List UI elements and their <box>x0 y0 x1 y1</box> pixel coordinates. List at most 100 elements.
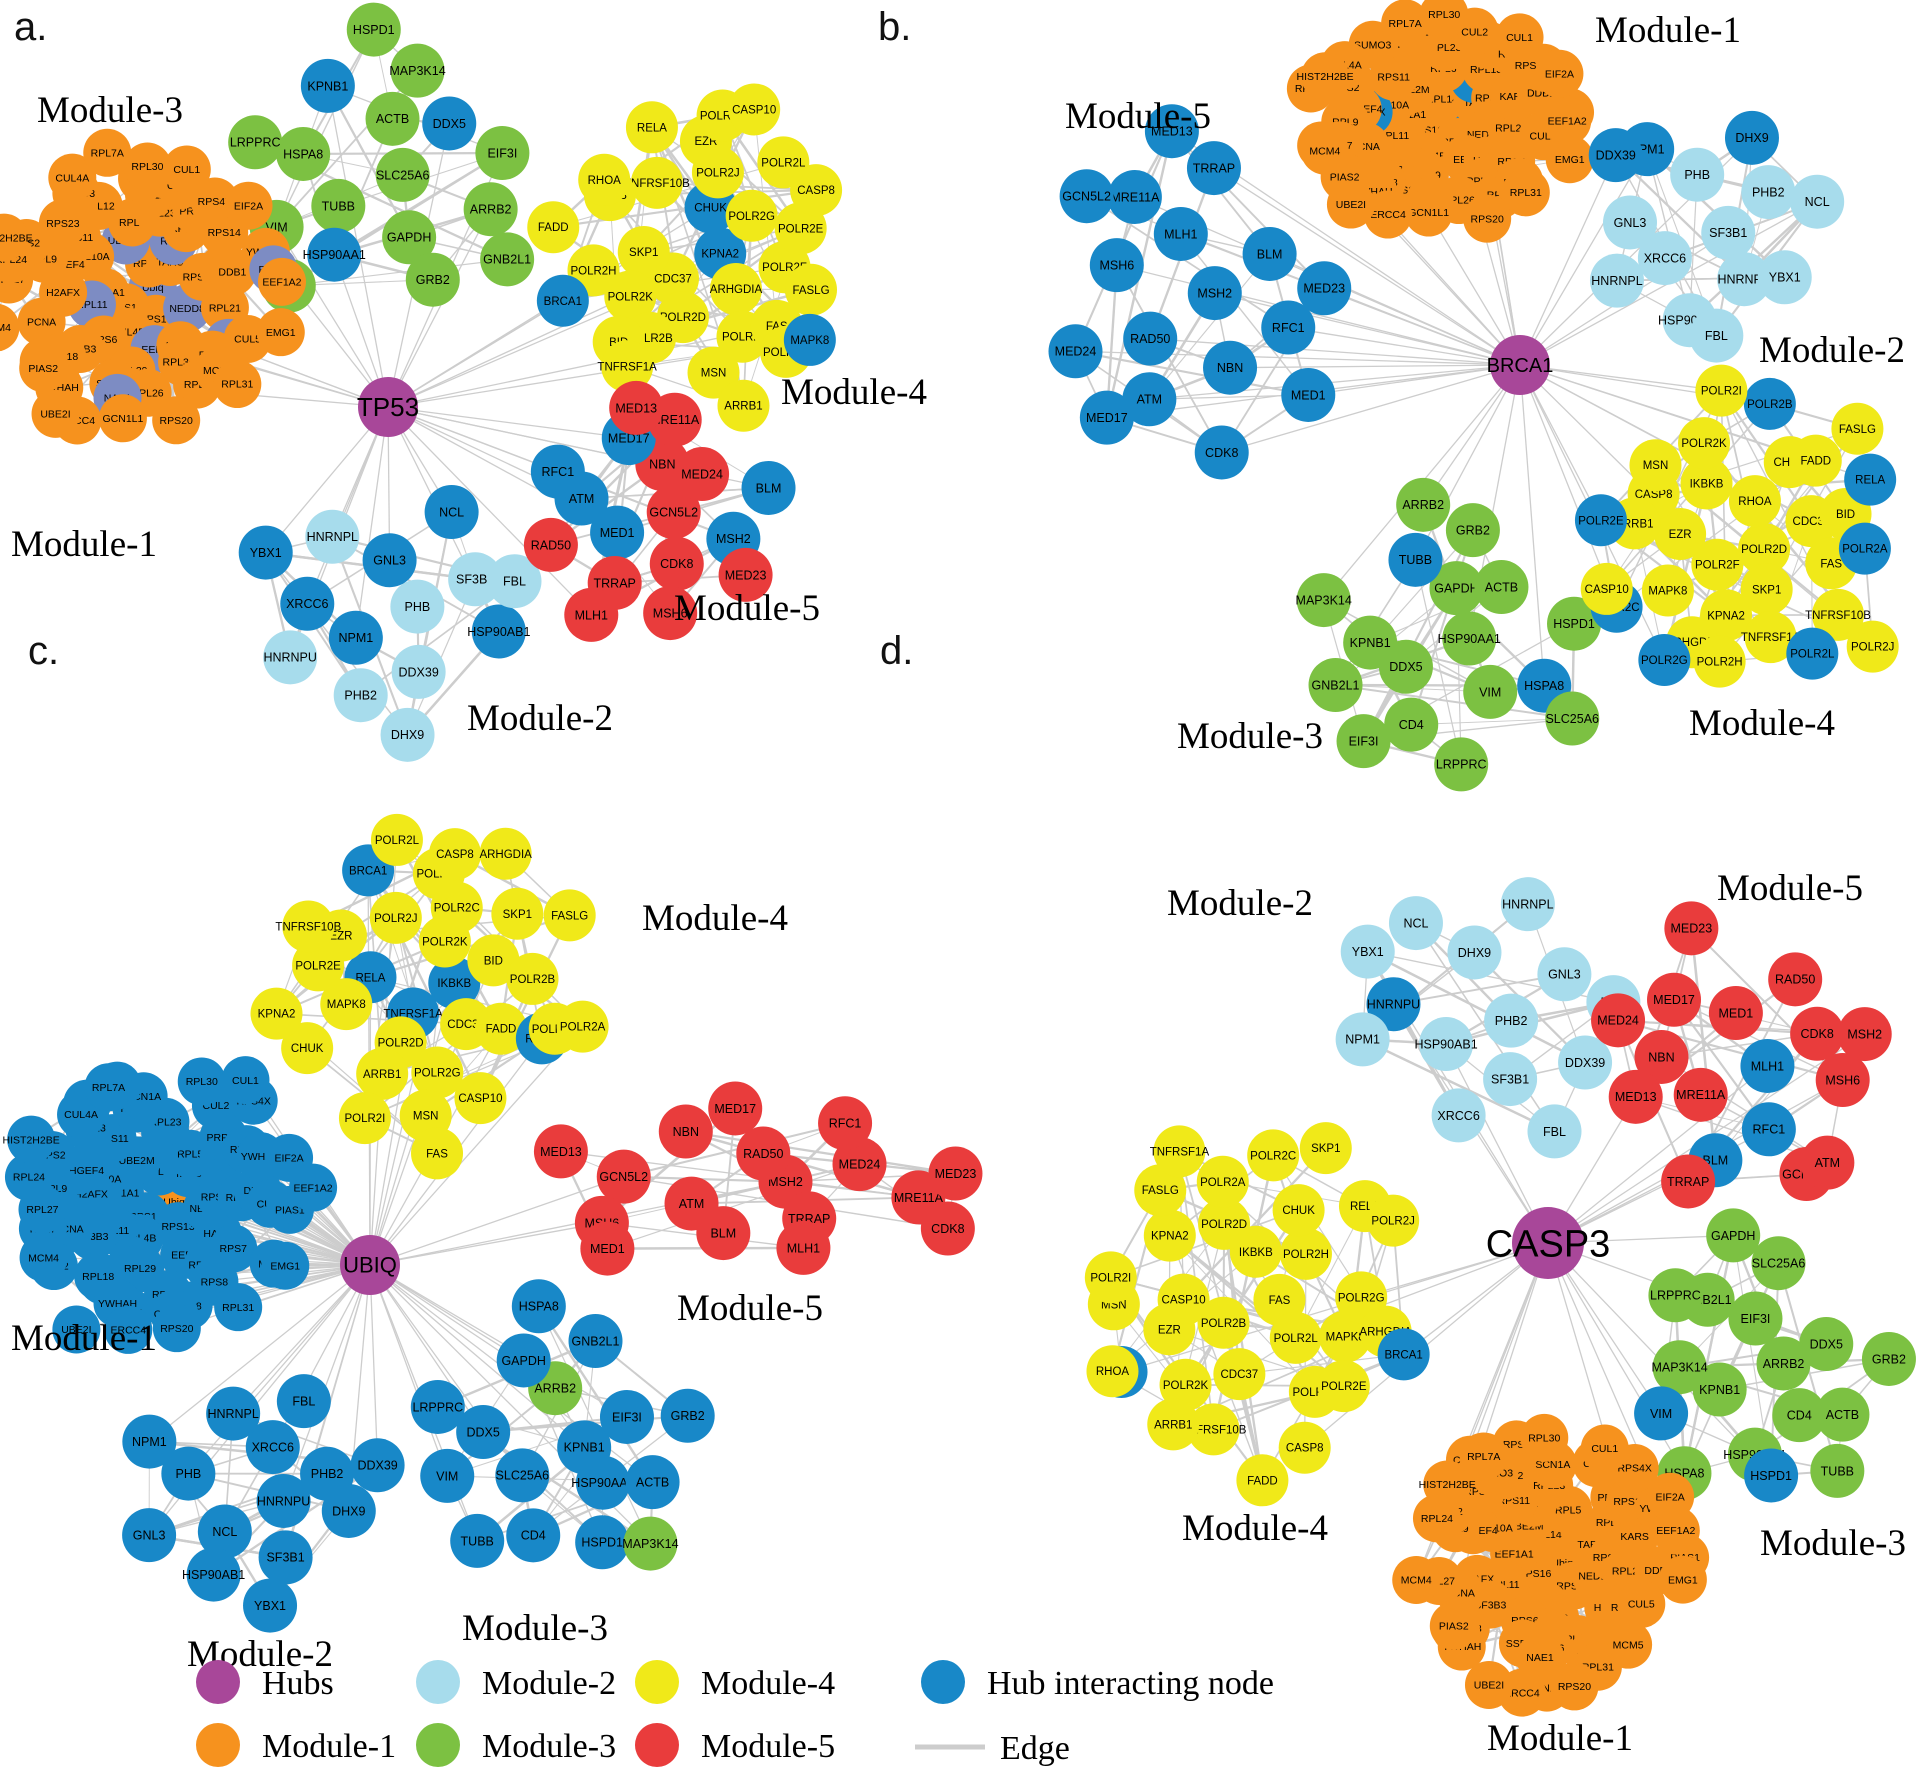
network-node[interactable]: RPL7A <box>1381 0 1430 48</box>
network-node[interactable]: BRCA1 <box>536 274 589 327</box>
hub-node[interactable]: TP53 <box>357 377 419 437</box>
network-node[interactable]: POLR2I <box>1084 1251 1137 1304</box>
network-node[interactable]: POLR2L <box>1786 627 1839 680</box>
network-node[interactable]: CD4 <box>1384 697 1439 752</box>
network-node[interactable]: MCM4 <box>1300 126 1349 175</box>
network-node[interactable]: FASLG <box>1831 402 1884 455</box>
network-node[interactable]: POLR2I <box>1695 364 1748 417</box>
network-node[interactable]: PHB <box>390 579 445 634</box>
network-node[interactable]: RELA <box>1844 453 1897 506</box>
network-node[interactable]: PIAS2 <box>1429 1601 1478 1650</box>
network-node[interactable]: POLR2B <box>1743 377 1796 430</box>
network-node[interactable]: FBL <box>276 1374 331 1429</box>
network-node[interactable]: PIAS2 <box>19 344 68 393</box>
network-node[interactable]: DDX39 <box>1558 1035 1613 1090</box>
network-node[interactable]: LRPPRC <box>228 115 283 170</box>
network-node[interactable]: EMG1 <box>261 1241 310 1290</box>
network-node[interactable]: POLR2C <box>1247 1129 1300 1182</box>
network-node[interactable]: GAPDH <box>1706 1208 1761 1263</box>
network-node[interactable]: NCL <box>1388 896 1443 951</box>
network-node[interactable]: POLR2E <box>1317 1360 1370 1413</box>
network-node[interactable]: FADD <box>1789 434 1842 487</box>
network-node[interactable]: SKP1 <box>617 225 670 278</box>
network-node[interactable]: PHB2 <box>333 668 388 723</box>
network-node[interactable]: CASP10 <box>728 83 781 136</box>
network-node[interactable]: PHB2 <box>1484 993 1539 1048</box>
network-node[interactable]: TUBB <box>1388 532 1443 587</box>
network-node[interactable]: SLC25A6 <box>375 147 430 202</box>
network-node[interactable]: FBL <box>1527 1104 1582 1159</box>
network-node[interactable]: MED23 <box>1297 261 1352 316</box>
network-node[interactable]: EEF1A2 <box>289 1163 338 1212</box>
network-node[interactable]: UBE2I <box>31 389 80 438</box>
network-node[interactable]: TRRAP <box>1186 141 1241 196</box>
network-node[interactable]: YBX1 <box>238 525 293 580</box>
network-node[interactable]: ACTB <box>1474 560 1529 615</box>
network-node[interactable]: NPM1 <box>1335 1012 1390 1067</box>
network-node[interactable]: ATM <box>1800 1135 1855 1190</box>
network-node[interactable]: FADD <box>1236 1454 1289 1507</box>
network-node[interactable]: POLR2H <box>1279 1227 1332 1280</box>
network-node[interactable]: RAD50 <box>736 1126 791 1181</box>
network-node[interactable]: HSP90AB1 <box>467 604 530 659</box>
network-node[interactable]: HSPD1 <box>1744 1448 1799 1503</box>
network-node[interactable]: MSN <box>1629 439 1682 492</box>
network-node[interactable]: RHOA <box>1086 1345 1139 1398</box>
network-node[interactable]: POLR2B <box>506 952 559 1005</box>
network-node[interactable]: YBX1 <box>1757 250 1812 305</box>
network-node[interactable]: MLH1 <box>1740 1038 1795 1093</box>
network-node[interactable]: MED13 <box>1608 1069 1663 1124</box>
network-node[interactable]: NPM1 <box>122 1414 177 1469</box>
network-node[interactable]: CD4 <box>506 1508 561 1563</box>
network-node[interactable]: DDX5 <box>456 1405 511 1460</box>
network-node[interactable]: SF3B1 <box>1701 205 1756 260</box>
network-node[interactable]: POLR2J <box>1846 620 1899 673</box>
network-node[interactable]: MAP3K14 <box>1296 573 1352 628</box>
network-node[interactable]: GRB2 <box>1861 1331 1916 1386</box>
network-node[interactable]: MRE11A <box>1673 1067 1728 1122</box>
network-node[interactable]: MED23 <box>1664 901 1719 956</box>
network-node[interactable]: HNRNPL <box>206 1386 261 1441</box>
network-node[interactable]: YBX1 <box>243 1578 298 1633</box>
network-node[interactable]: GRB2 <box>405 252 460 307</box>
network-node[interactable]: CUL1 <box>1580 1424 1629 1473</box>
network-node[interactable]: DHX9 <box>380 707 435 762</box>
network-node[interactable]: RPS20 <box>152 396 201 445</box>
network-node[interactable]: MLH1 <box>1153 206 1208 261</box>
hub-node[interactable]: CASP3 <box>1486 1207 1611 1279</box>
network-node[interactable]: NPM1 <box>328 610 383 665</box>
network-node[interactable]: HSPD1 <box>346 2 401 57</box>
network-node[interactable]: POLR2J <box>1367 1194 1420 1247</box>
network-node[interactable]: MCM4 <box>1392 1556 1441 1605</box>
network-node[interactable]: MED13 <box>609 380 664 435</box>
network-node[interactable]: SLC25A6 <box>1751 1236 1806 1291</box>
network-node[interactable]: ACTB <box>365 91 420 146</box>
network-node[interactable]: RPL7A <box>84 1063 133 1112</box>
network-node[interactable]: GNL3 <box>1537 947 1592 1002</box>
network-node[interactable]: RFC1 <box>818 1096 873 1151</box>
network-node[interactable]: CDK8 <box>920 1201 975 1256</box>
network-node[interactable]: POLR2L <box>1269 1311 1322 1364</box>
network-node[interactable]: RPL30 <box>1520 1413 1569 1462</box>
network-node[interactable]: HSP90AA1 <box>1438 611 1501 666</box>
network-node[interactable]: SKP1 <box>491 887 544 940</box>
network-node[interactable]: DDX39 <box>350 1438 405 1493</box>
network-node[interactable]: ARHGDIA <box>710 263 763 316</box>
network-node[interactable]: CDK8 <box>1194 425 1249 480</box>
network-node[interactable]: GCN5L2 <box>596 1149 651 1204</box>
network-node[interactable]: BLM <box>741 460 796 515</box>
network-node[interactable]: POLR2J <box>369 891 422 944</box>
network-node[interactable]: EIF3I <box>475 125 530 180</box>
network-node[interactable]: VIM <box>1634 1386 1689 1441</box>
network-node[interactable]: ACTB <box>1815 1387 1870 1442</box>
network-node[interactable]: GNL3 <box>122 1508 177 1563</box>
network-node[interactable]: MED1 <box>1708 986 1763 1041</box>
network-node[interactable]: GNB2L1 <box>1308 658 1363 713</box>
network-node[interactable]: EIF3I <box>599 1389 654 1444</box>
network-node[interactable]: FBL <box>1689 308 1744 363</box>
network-node[interactable]: MSH6 <box>1089 238 1144 293</box>
network-node[interactable]: EEF1A2 <box>257 257 306 306</box>
network-node[interactable]: CHUK <box>1272 1184 1325 1237</box>
network-node[interactable]: MED23 <box>928 1146 983 1201</box>
network-node[interactable]: EMG1 <box>256 308 305 357</box>
